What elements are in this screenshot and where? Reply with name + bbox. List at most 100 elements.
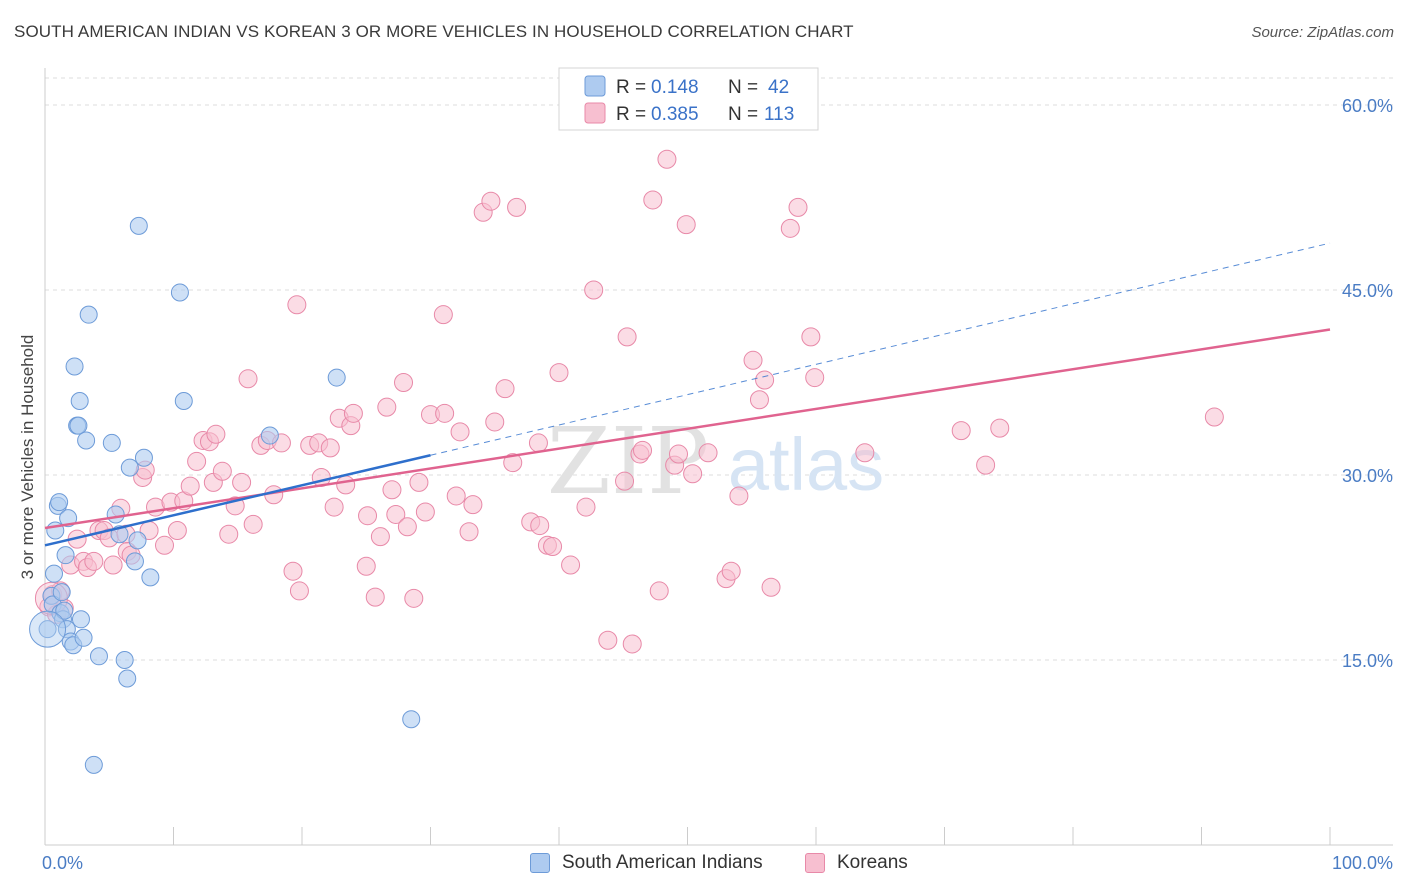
south-american-indian-point (134, 448, 153, 467)
korean-point (598, 630, 618, 650)
korean-point (382, 480, 402, 500)
korean-point (780, 218, 800, 238)
korean-point (212, 461, 232, 481)
korean-point (103, 555, 123, 575)
korean-point (187, 451, 207, 471)
korean-point (243, 514, 263, 534)
korean-point (495, 379, 515, 399)
south-american-indian-point (174, 392, 193, 410)
south-american-indian-point (70, 392, 89, 410)
korean-point (543, 537, 563, 557)
korean-point (463, 495, 483, 515)
y-tick-labels: 15.0% 30.0% 45.0% 60.0% (1342, 96, 1393, 671)
korean-point (676, 215, 696, 235)
watermark-zip: ZIP (547, 408, 709, 515)
korean-point (1204, 407, 1224, 427)
korean-point (415, 502, 435, 522)
korean-point (643, 190, 663, 210)
south-american-indian-point (71, 610, 90, 629)
south-american-indian-point (125, 552, 144, 571)
south-american-indian-point (74, 628, 93, 647)
south-american-indian-point (55, 601, 74, 620)
chart-title: SOUTH AMERICAN INDIAN VS KOREAN 3 OR MOR… (14, 22, 854, 41)
legend-n-value-2: 113 (764, 104, 794, 125)
south-american-indian-point (118, 669, 137, 688)
south-american-indian-point (120, 458, 139, 477)
x-tick-label-min: 0.0% (42, 853, 83, 873)
source-credit: Source: ZipAtlas.com (1251, 24, 1394, 41)
korean-point (433, 305, 453, 325)
korean-point (358, 506, 378, 526)
korean-point (976, 455, 996, 475)
south-american-indian-point (56, 546, 75, 565)
korean-point (238, 369, 258, 389)
watermark-atlas: atlas (728, 423, 884, 506)
south-american-indian-point (89, 647, 108, 666)
korean-point (503, 453, 523, 473)
korean-point (801, 327, 821, 347)
south-american-indian-point (84, 755, 103, 774)
south-american-indian-point (79, 305, 98, 324)
korean-point (549, 363, 569, 383)
y-tick-label: 15.0% (1342, 651, 1393, 671)
korean-point (657, 149, 677, 169)
korean-point (336, 475, 356, 495)
south-american-indian-point (52, 583, 71, 602)
series-legend: South American Indians Koreans (0, 852, 1406, 876)
korean-point (576, 497, 596, 517)
south-american-indian-point (402, 710, 421, 729)
south-american-indian-point (77, 431, 96, 450)
korean-point (397, 517, 417, 537)
korean-point (283, 561, 303, 581)
korean-point (743, 350, 763, 370)
south-american-indian-point (102, 433, 121, 452)
korean-point (206, 424, 226, 444)
south-american-indian-point (129, 216, 148, 235)
legend: R = 0.148 N = 42 R = 0.385 N = 113 (558, 67, 819, 131)
legend-swatch-blue (584, 75, 606, 97)
korean-point (617, 327, 637, 347)
korean-point (377, 397, 397, 417)
south-american-indian-point (141, 568, 160, 587)
y-tick-label: 60.0% (1342, 96, 1393, 116)
korean-point (649, 581, 669, 601)
korean-point (729, 486, 749, 506)
korean-points (34, 149, 1224, 654)
korean-point (761, 577, 781, 597)
korean-point (561, 555, 581, 575)
korean-point (180, 476, 200, 496)
legend-item-south-american-indians: South American Indians (530, 852, 763, 874)
korean-point (409, 472, 429, 492)
korean-point (669, 444, 689, 464)
korean-point (855, 443, 875, 463)
south-american-indian-trend-extension (430, 242, 1331, 456)
legend-r-value-2: 0.385 (651, 104, 699, 125)
korean-point (167, 521, 187, 540)
south-american-indian-point (170, 283, 189, 302)
korean-point (507, 197, 527, 217)
south-american-indian-point (260, 426, 279, 445)
korean-point (386, 504, 406, 524)
south-american-indian-point (128, 531, 147, 550)
korean-point (394, 373, 414, 392)
south-american-indian-point (38, 620, 57, 639)
korean-point (951, 421, 971, 441)
korean-point (370, 527, 390, 547)
korean-point (450, 422, 470, 442)
korean-point (481, 191, 501, 211)
korean-point (324, 497, 344, 517)
korean-point (459, 522, 479, 542)
south-american-indian-point-large (29, 610, 67, 648)
korean-point (289, 581, 309, 601)
korean-point (528, 433, 548, 453)
legend-item-koreans: Koreans (805, 852, 908, 874)
korean-point (155, 535, 175, 555)
south-american-indian-point (106, 505, 125, 524)
y-tick-label: 45.0% (1342, 281, 1393, 301)
legend-n-label-2: N = (728, 104, 758, 125)
korean-point (219, 524, 239, 544)
korean-point (404, 588, 424, 608)
legend-n-value-1: 42 (768, 77, 789, 98)
south-american-indian-point (44, 564, 63, 583)
